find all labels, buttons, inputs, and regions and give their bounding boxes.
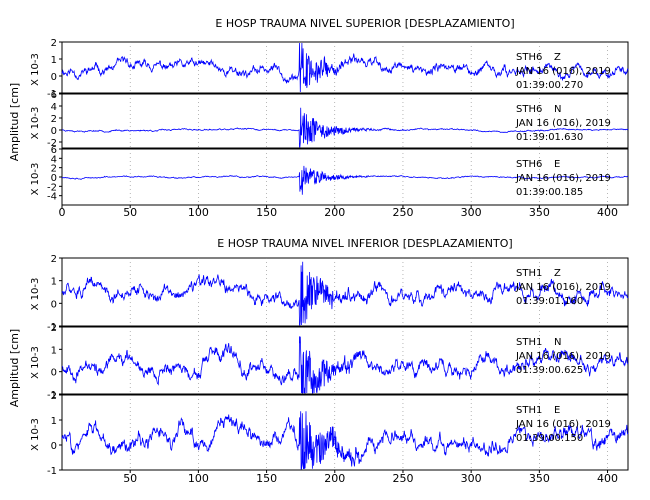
x-tick-label: 300 [461, 472, 482, 485]
y-axis-label: Amplitud [cm] [8, 329, 21, 407]
unit-label: X 10-3 [30, 53, 41, 86]
x-tick-label: 400 [597, 206, 618, 219]
panel-frame [61, 93, 629, 149]
component-label: N [554, 104, 561, 115]
component-label: Z [554, 268, 561, 279]
y-tick-label: -1 [47, 390, 57, 401]
panel-sth1-n: -1 0 1 2 X 10-3 STH1 N JAN 16 (016), 2019 01:39:… [30, 323, 629, 401]
unit-label: X 10-3 [30, 163, 41, 196]
chart-nivel-inferior: E HOSP TRAUMA NIVEL INFERIOR [DESPLAZAMI… [8, 237, 629, 485]
x-tick-label: 400 [597, 472, 618, 485]
date-label: JAN 16 (016), 2019 [515, 419, 611, 430]
time-label: 01:39:00.150 [516, 433, 583, 444]
x-tick-label: 200 [324, 472, 345, 485]
y-tick-label: 4 [51, 102, 57, 113]
seismogram-trace [61, 107, 629, 148]
y-tick-label: -1 [47, 322, 57, 333]
y-tick-label: 2 [51, 164, 57, 175]
y-tick-label: 2 [51, 114, 57, 125]
seismogram-trace [61, 261, 629, 326]
chart-title: E HOSP TRAUMA NIVEL INFERIOR [DESPLAZAMI… [217, 237, 512, 250]
x-tick-label: 350 [529, 206, 550, 219]
station-name: STH6 [516, 159, 542, 170]
x-tick-label: 0 [59, 206, 66, 219]
panel-frame [61, 394, 629, 471]
y-tick-label: 0 [51, 173, 57, 184]
y-tick-label: 0 [51, 126, 57, 137]
chart-title: E HOSP TRAUMA NIVEL SUPERIOR [DESPLAZAMI… [215, 17, 514, 30]
y-tick-label: -2 [47, 138, 57, 149]
y-axis-label: Amplitud [cm] [8, 83, 21, 161]
date-label: JAN 16 (016), 2019 [515, 351, 611, 362]
y-tick-label: -1 [47, 89, 57, 100]
y-tick-label: 0 [51, 441, 57, 452]
y-tick-label: 2 [51, 38, 57, 49]
y-tick-label: 1 [51, 416, 57, 427]
x-tick-label: 250 [392, 472, 413, 485]
x-tick-label: 100 [188, 206, 209, 219]
time-label: 01:39:00.185 [516, 187, 583, 198]
x-tick-label: 300 [461, 206, 482, 219]
panel-sth6-z: -1 0 1 2 X 10-3 STH6 Z JAN 16 (016), 2019 01:39:… [30, 38, 629, 100]
time-label: 01:39:00.625 [516, 365, 583, 376]
y-tick-label: 6 [51, 90, 57, 101]
component-label: Z [554, 52, 561, 63]
component-label: E [554, 405, 560, 416]
y-tick-label: 1 [51, 277, 57, 288]
panel-frame [61, 326, 629, 395]
x-tick-label: 100 [188, 472, 209, 485]
y-tick-label: 2 [51, 323, 57, 334]
component-label: E [554, 159, 560, 170]
station-name: STH6 [516, 52, 542, 63]
x-tick-label: 150 [256, 206, 277, 219]
panel-sth1-z: -1 0 1 2 X 10-3 STH1 Z JAN 16 (016), 2019 01:39:… [30, 254, 629, 333]
component-label: N [554, 337, 561, 348]
y-tick-label: 6 [51, 145, 57, 156]
unit-label: X 10-3 [30, 418, 41, 451]
x-tick-label: 350 [529, 472, 550, 485]
x-tick-label: 150 [256, 472, 277, 485]
unit-label: X 10-3 [30, 346, 41, 379]
seismogram-trace [61, 411, 629, 470]
y-tick-label: -4 [47, 192, 57, 203]
y-tick-label: 0 [51, 72, 57, 83]
x-tick-label: 50 [123, 206, 137, 219]
panel-sth1-e: -1 0 1 2 X 10-3 STH1 E JAN 16 (016), 2019 01:39:… [30, 391, 629, 477]
y-tick-label: 1 [51, 345, 57, 356]
station-name: STH1 [516, 337, 542, 348]
time-label: 01:39:01.160 [516, 296, 583, 307]
date-label: JAN 16 (016), 2019 [515, 118, 611, 129]
time-label: 01:39:01.630 [516, 132, 583, 143]
y-tick-label: 0 [51, 299, 57, 310]
time-label: 01:39:00.270 [516, 80, 583, 91]
y-tick-label: 2 [51, 254, 57, 265]
y-tick-label: 1 [51, 55, 57, 66]
unit-label: X 10-3 [30, 278, 41, 311]
station-name: STH1 [516, 405, 542, 416]
date-label: JAN 16 (016), 2019 [515, 173, 611, 184]
y-tick-label: 4 [51, 154, 57, 165]
panel-frame [61, 41, 629, 94]
y-tick-label: -2 [47, 182, 57, 193]
y-tick-label: 2 [51, 391, 57, 402]
y-tick-label: 0 [51, 368, 57, 379]
y-tick-label: -1 [47, 466, 57, 477]
station-name: STH6 [516, 104, 542, 115]
seismogram-trace [61, 42, 629, 93]
seismogram-trace [61, 165, 629, 195]
date-label: JAN 16 (016), 2019 [515, 282, 611, 293]
x-tick-label: 200 [324, 206, 345, 219]
seismogram-trace [61, 336, 629, 394]
date-label: JAN 16 (016), 2019 [515, 66, 611, 77]
x-tick-label: 50 [123, 472, 137, 485]
station-name: STH1 [516, 268, 542, 279]
x-tick-label: 250 [392, 206, 413, 219]
unit-label: X 10-3 [30, 107, 41, 140]
chart-nivel-superior: E HOSP TRAUMA NIVEL SUPERIOR [DESPLAZAMI… [8, 17, 629, 219]
